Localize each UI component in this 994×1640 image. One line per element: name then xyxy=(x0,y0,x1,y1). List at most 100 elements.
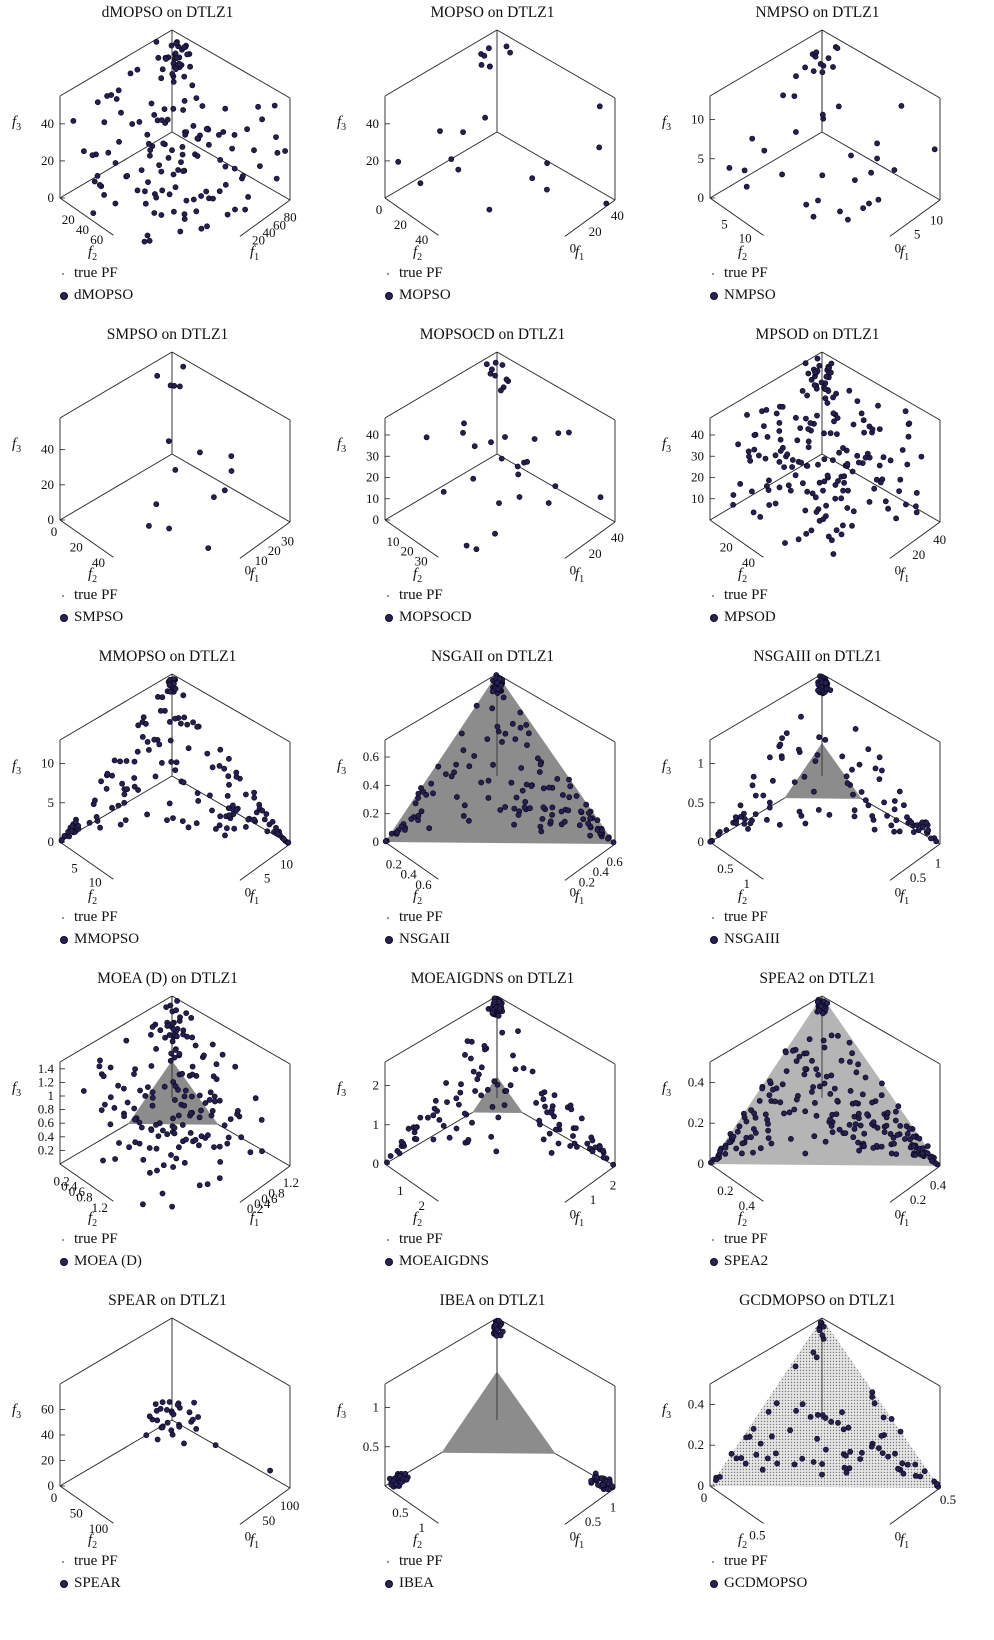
f1-tick-label: 0.4 xyxy=(930,1177,947,1192)
data-point xyxy=(913,509,920,516)
data-point xyxy=(497,1332,504,1339)
data-point xyxy=(816,479,823,486)
data-point xyxy=(776,428,783,434)
data-point xyxy=(738,1455,745,1461)
data-point xyxy=(534,755,541,762)
data-point xyxy=(494,723,501,730)
box-edge xyxy=(384,351,498,419)
data-point xyxy=(759,1466,766,1473)
data-point xyxy=(603,200,610,207)
data-point xyxy=(722,1150,729,1157)
data-point xyxy=(121,791,128,798)
f1-tick-label: 0.2 xyxy=(247,1201,263,1216)
legend-entry-true-pf: true PF xyxy=(60,584,123,606)
data-point xyxy=(474,1076,481,1083)
f1-tick-label: 5 xyxy=(264,870,271,885)
data-point xyxy=(181,1159,188,1166)
box-edge xyxy=(384,29,498,97)
chart-title: NSGAII on DTLZ1 xyxy=(430,648,555,665)
data-point xyxy=(812,53,819,60)
data-point xyxy=(471,443,478,450)
data-point xyxy=(765,1408,772,1415)
data-point xyxy=(90,210,97,216)
legend-entry-series: MOEA (D) xyxy=(60,1250,142,1272)
data-point xyxy=(494,679,501,686)
data-point xyxy=(835,1419,841,1426)
data-point xyxy=(910,1143,917,1150)
data-point xyxy=(174,1402,181,1408)
data-point xyxy=(500,694,507,701)
f2-axis-label: f2 xyxy=(413,888,422,907)
chart-title: SPEA2 on DTLZ1 xyxy=(759,970,876,987)
data-point xyxy=(765,1120,771,1127)
data-point xyxy=(496,500,502,506)
data-point xyxy=(507,1082,514,1089)
chart-legend: true PF IBEA xyxy=(385,1550,443,1594)
data-point xyxy=(772,500,779,507)
f3-tick-label: 40 xyxy=(691,427,704,442)
data-point xyxy=(444,1099,450,1105)
data-point xyxy=(887,1130,894,1137)
data-point xyxy=(741,820,748,827)
data-point xyxy=(89,152,96,159)
data-point xyxy=(900,1470,907,1477)
data-point xyxy=(753,1451,760,1458)
f1-tick-label: 0.6 xyxy=(607,854,624,869)
data-point xyxy=(749,135,756,142)
data-point xyxy=(415,812,422,819)
series-points xyxy=(387,1317,616,1493)
data-point xyxy=(749,817,755,824)
data-point xyxy=(852,1121,859,1127)
data-point xyxy=(188,1110,194,1116)
data-point xyxy=(177,1014,183,1021)
true-pf-marker xyxy=(387,1239,389,1241)
f2-tick-label: 20 xyxy=(401,544,414,559)
data-point xyxy=(204,750,211,757)
axis-edge xyxy=(709,131,823,199)
data-point xyxy=(900,802,907,809)
true-pf-marker xyxy=(712,1239,714,1241)
data-point xyxy=(759,1085,766,1092)
data-point xyxy=(430,1136,437,1143)
data-point xyxy=(453,794,460,800)
data-point xyxy=(181,1440,187,1447)
data-point xyxy=(756,452,762,459)
f2-tick-label: 0.6 xyxy=(69,1184,86,1199)
data-point xyxy=(896,828,903,835)
data-point xyxy=(222,181,229,188)
data-point xyxy=(815,806,822,813)
data-point xyxy=(814,355,821,362)
f2-tick-label: 0.5 xyxy=(392,1505,408,1520)
data-point xyxy=(492,359,499,366)
data-point xyxy=(871,485,878,492)
legend-label: SPEAR xyxy=(74,1575,121,1591)
data-point xyxy=(473,702,480,709)
data-point xyxy=(807,420,814,426)
data-point xyxy=(181,1102,188,1109)
data-point xyxy=(856,1147,862,1154)
data-point xyxy=(172,715,179,722)
data-point xyxy=(801,1071,808,1078)
data-point xyxy=(177,720,184,727)
box-edge xyxy=(171,29,291,99)
data-point xyxy=(902,408,909,415)
data-point xyxy=(912,1472,919,1479)
data-point xyxy=(885,1453,891,1460)
data-point xyxy=(776,821,783,828)
f2-tick-label: 0.6 xyxy=(415,877,432,892)
axis-edge xyxy=(59,453,173,521)
series-points xyxy=(730,355,925,557)
data-point xyxy=(802,1150,809,1157)
f1-tick-label: 0 xyxy=(895,1206,902,1221)
series-marker xyxy=(385,936,393,944)
data-point xyxy=(229,145,235,152)
data-point xyxy=(152,773,159,780)
data-point xyxy=(857,1456,864,1462)
floor-edge xyxy=(889,1165,941,1203)
data-point xyxy=(258,1116,265,1123)
data-point xyxy=(129,121,136,127)
f1-axis-label: f1 xyxy=(575,1210,584,1229)
data-point xyxy=(151,112,158,118)
data-point xyxy=(423,791,430,798)
data-point xyxy=(820,487,826,494)
